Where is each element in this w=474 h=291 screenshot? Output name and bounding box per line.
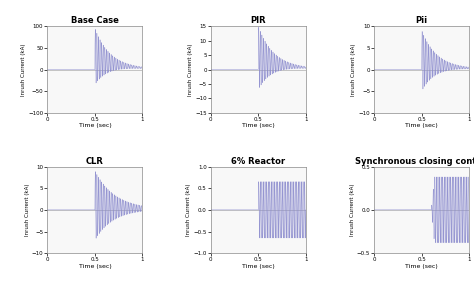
X-axis label: Time (sec): Time (sec) <box>405 264 438 269</box>
Title: CLR: CLR <box>86 157 104 166</box>
Y-axis label: Inrush Current (kA): Inrush Current (kA) <box>351 43 356 96</box>
Y-axis label: Inrush Current (kA): Inrush Current (kA) <box>21 43 26 96</box>
X-axis label: Time (sec): Time (sec) <box>405 123 438 128</box>
X-axis label: Time (sec): Time (sec) <box>242 123 275 128</box>
Title: PIR: PIR <box>251 16 266 25</box>
Title: Synchronous closing control: Synchronous closing control <box>355 157 474 166</box>
Title: 6% Reactor: 6% Reactor <box>231 157 285 166</box>
Title: Pii: Pii <box>416 16 428 25</box>
Y-axis label: Inrush Current (kA): Inrush Current (kA) <box>188 43 193 96</box>
Title: Base Case: Base Case <box>71 16 119 25</box>
X-axis label: Time (sec): Time (sec) <box>242 264 275 269</box>
Y-axis label: Inrush Current (kA): Inrush Current (kA) <box>350 184 355 236</box>
Y-axis label: Inrush Current (kA): Inrush Current (kA) <box>186 184 191 236</box>
Y-axis label: Inrush Current (kA): Inrush Current (kA) <box>25 184 29 236</box>
X-axis label: Time (sec): Time (sec) <box>79 264 111 269</box>
X-axis label: Time (sec): Time (sec) <box>79 123 111 128</box>
